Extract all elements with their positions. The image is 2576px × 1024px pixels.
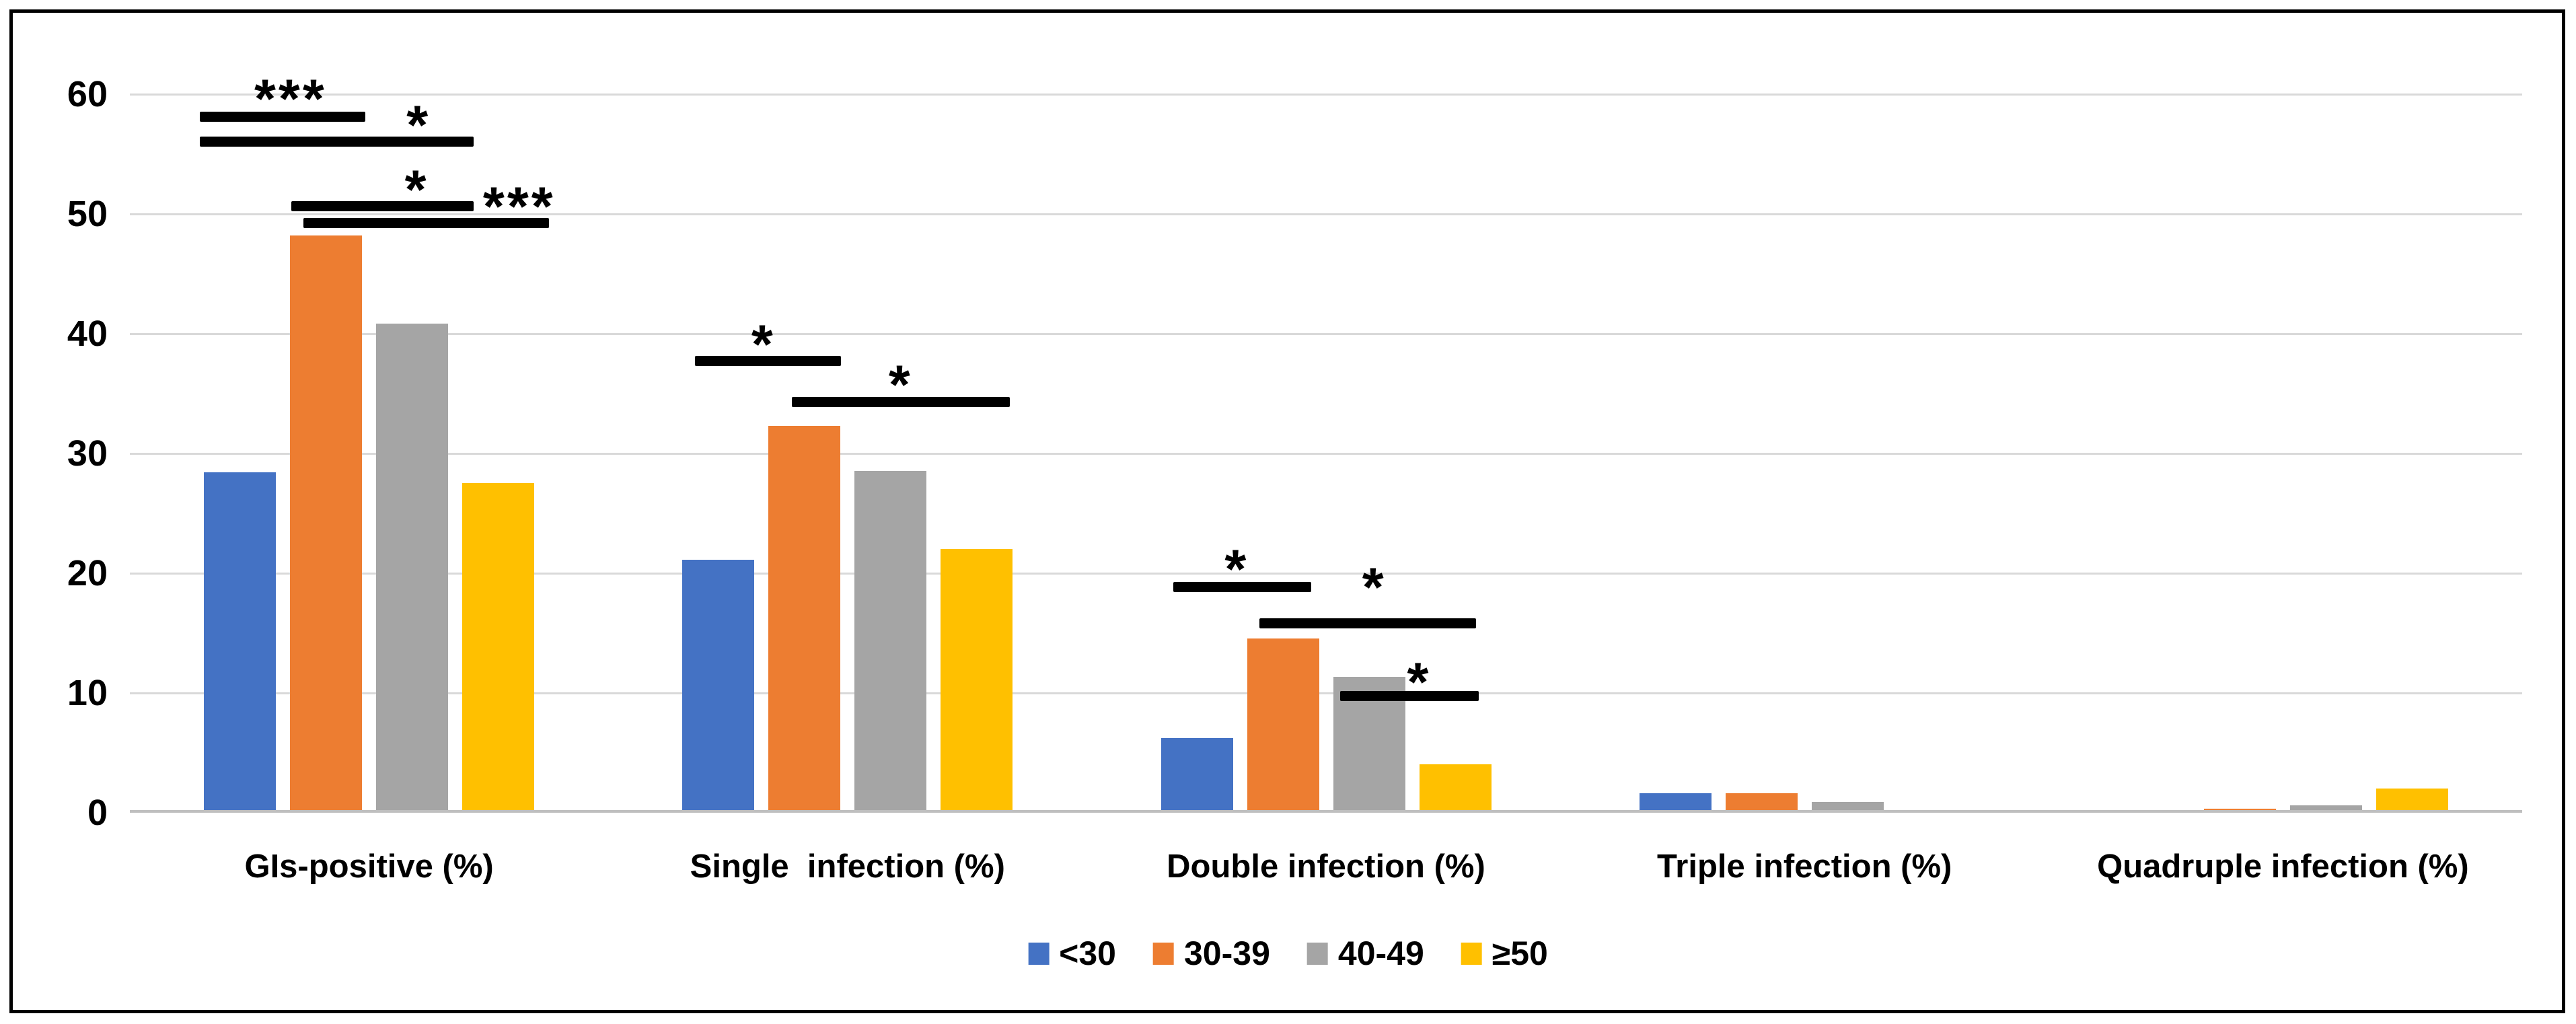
significance-bracket-8 xyxy=(1340,691,1479,702)
bar-30-39-cat1 xyxy=(768,425,841,810)
gridline-y50 xyxy=(130,213,2522,215)
gridline-y20 xyxy=(130,572,2522,575)
bar-<30-cat0 xyxy=(204,472,277,810)
legend: <30 30-39 40-49 ≥50 xyxy=(1028,937,1548,970)
bar-40-49-cat1 xyxy=(854,471,927,810)
legend-label: 30-39 xyxy=(1183,935,1270,972)
gridline-y40 xyxy=(130,332,2522,335)
bar-30-39-cat0 xyxy=(290,235,363,810)
legend-item-40-49: 40-49 xyxy=(1307,937,1424,970)
bar-30-39-cat2 xyxy=(1247,638,1319,810)
bar-40-49-cat4 xyxy=(2289,805,2362,810)
y-axis-tick-label-50: 50 xyxy=(67,194,108,234)
significance-label-5: * xyxy=(888,355,913,416)
category-label-4: Quadruple infection (%) xyxy=(2097,848,2469,885)
category-label-1: Single infection (%) xyxy=(690,848,1005,885)
y-axis-tick-label-0: 0 xyxy=(87,793,108,833)
legend-swatch-icon xyxy=(1152,942,1174,965)
significance-label-3: *** xyxy=(482,176,556,238)
bar-30-39-cat4 xyxy=(2203,809,2276,810)
category-label-3: Triple infection (%) xyxy=(1657,848,1952,885)
legend-item-<30: <30 xyxy=(1028,937,1116,970)
y-axis-tick-label-40: 40 xyxy=(67,314,108,354)
significance-label-1: * xyxy=(406,95,431,157)
legend-swatch-icon xyxy=(1461,942,1482,965)
bar-30-39-cat3 xyxy=(1725,793,1798,810)
y-axis-tick-label-20: 20 xyxy=(67,553,108,593)
bar-<30-cat2 xyxy=(1161,738,1233,810)
significance-label-0: *** xyxy=(254,68,327,130)
significance-label-8: * xyxy=(1407,651,1432,713)
significance-bracket-6 xyxy=(1173,582,1311,593)
significance-bracket-3 xyxy=(303,218,549,229)
legend-label: ≥50 xyxy=(1492,935,1548,972)
legend-label: 40-49 xyxy=(1337,935,1424,972)
significance-bracket-1 xyxy=(199,137,474,147)
plot-area: *** * * *** * * * * * xyxy=(130,71,2522,813)
bar-≥50-cat0 xyxy=(462,483,535,810)
significance-label-7: * xyxy=(1362,557,1387,619)
significance-bracket-4 xyxy=(694,356,841,367)
significance-label-6: * xyxy=(1224,539,1249,601)
gridline-y60 xyxy=(130,93,2522,96)
significance-bracket-5 xyxy=(791,396,1010,407)
bar-≥50-cat1 xyxy=(941,548,1013,810)
legend-swatch-icon xyxy=(1028,942,1050,965)
significance-bracket-0 xyxy=(199,111,365,122)
x-axis-baseline xyxy=(130,810,2522,813)
legend-label: <30 xyxy=(1059,935,1116,972)
bar-≥50-cat4 xyxy=(2376,788,2448,810)
category-label-0: GIs-positive (%) xyxy=(244,848,494,885)
bar-40-49-cat3 xyxy=(1811,801,1884,810)
y-axis-tick-label-30: 30 xyxy=(67,433,108,474)
bar-<30-cat3 xyxy=(1639,793,1712,810)
significance-bracket-2 xyxy=(291,201,474,212)
bar-<30-cat1 xyxy=(682,559,755,810)
legend-swatch-icon xyxy=(1307,942,1328,965)
y-axis-tick-label-10: 10 xyxy=(67,673,108,713)
legend-item-30-39: 30-39 xyxy=(1152,935,1270,972)
significance-bracket-7 xyxy=(1259,618,1476,628)
bar-≥50-cat2 xyxy=(1419,764,1492,810)
bar-40-49-cat0 xyxy=(376,324,449,810)
gridline-y30 xyxy=(130,452,2522,455)
gridline-y10 xyxy=(130,692,2522,694)
y-axis-tick-label-60: 60 xyxy=(67,74,108,114)
legend-item-≥50: ≥50 xyxy=(1461,937,1548,970)
category-label-2: Double infection (%) xyxy=(1167,848,1485,885)
significance-label-4: * xyxy=(751,314,776,375)
significance-label-2: * xyxy=(404,159,429,221)
